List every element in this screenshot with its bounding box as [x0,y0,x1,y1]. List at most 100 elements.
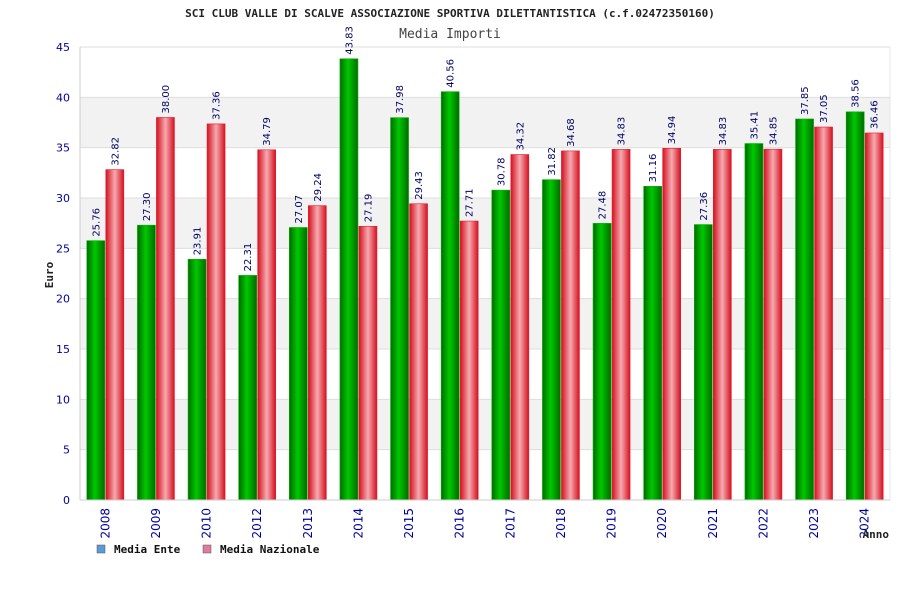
x-tick-label: 2014 [351,508,365,539]
x-tick-label: 2016 [453,508,467,539]
y-tick-label: 35 [56,142,70,155]
x-tick-label: 2022 [756,508,770,539]
x-tick-label: 2017 [503,508,517,539]
value-label: 27.36 [699,192,710,221]
y-tick-label: 40 [56,91,70,104]
bar-media-ente [744,143,764,501]
bar-media-ente [440,91,460,501]
y-tick-label: 10 [56,393,70,406]
bar-media-nazionale [763,148,783,501]
value-label: 38.00 [161,85,172,114]
bar-media-nazionale [257,149,276,501]
value-label: 37.36 [212,91,223,120]
legend-swatch-nazionale [202,544,212,554]
bar-media-ente [86,240,106,501]
bar-media-ente [694,224,713,501]
x-tick-label: 2012 [250,508,264,539]
bar-media-ente [187,259,207,501]
value-label: 31.16 [648,154,659,183]
bar-media-nazionale [713,149,732,501]
legend-label-ente: Media Ente [114,543,181,556]
value-label: 34.68 [566,118,577,147]
bar-media-ente [491,189,511,501]
y-tick-label: 45 [56,41,70,54]
bar-media-nazionale [611,149,631,501]
bar-media-ente [643,186,662,501]
value-label: 23.91 [193,227,204,256]
bar-media-ente [795,118,814,501]
value-label: 31.82 [547,147,558,176]
value-label: 34.32 [515,122,526,151]
bar-media-ente [845,111,865,501]
bar-media-nazionale [358,225,378,501]
value-label: 27.30 [142,193,153,222]
value-label: 34.94 [667,116,678,145]
value-label: 27.48 [598,191,609,220]
x-axis-label: Anno [863,528,890,541]
x-tick-label: 2008 [98,508,112,539]
bar-media-nazionale [864,132,884,501]
x-tick-labels: 2008 2009 2010 2012 2013 2014 2015 2016 2017 2018… [98,508,871,539]
value-label: 27.07 [294,195,305,224]
bar-media-nazionale [510,154,530,501]
value-label: 29.43 [414,171,425,200]
value-label: 34.83 [718,117,729,146]
bar-media-nazionale [409,203,428,501]
bar-media-nazionale [662,147,681,501]
chart-subtitle: Media Importi [399,27,501,42]
y-tick-label: 5 [63,444,70,457]
x-tick-label: 2020 [655,508,669,539]
axes [79,47,891,501]
value-label: 27.19 [363,194,374,223]
bar-media-nazionale [156,117,175,501]
value-label: 34.79 [262,117,273,146]
bar-media-ente [339,58,359,501]
y-axis-label: Euro [43,261,56,288]
value-label: 40.56 [446,59,457,88]
bar-media-nazionale [206,123,226,501]
bar-media-ente [289,227,308,501]
value-label: 27.71 [465,188,476,217]
chart-title: SCI CLUB VALLE DI SCALVE ASSOCIAZIONE SP… [185,7,715,20]
value-label: 32.82 [110,137,121,166]
value-label: 29.24 [313,173,324,202]
bar-media-nazionale [308,205,327,501]
bar-media-nazionale [105,169,125,501]
y-tick-label: 15 [56,343,70,356]
y-tick-label: 0 [63,494,70,507]
x-tick-label: 2015 [402,508,416,539]
value-label: 38.56 [851,79,862,108]
bar-media-nazionale [459,220,479,501]
y-tick-label: 25 [56,242,70,255]
bar-media-ente [390,117,409,501]
bar-media-ente [542,179,561,501]
x-tick-label: 2021 [706,508,720,539]
value-label: 34.85 [768,117,779,146]
legend-swatch-ente [96,544,106,554]
x-tick-label: 2024 [858,508,872,539]
value-label: 35.41 [749,111,760,140]
bars [86,58,884,501]
value-label: 43.83 [344,26,355,55]
value-label: 25.76 [91,208,102,237]
x-tick-label: 2023 [807,508,821,539]
legend-label-nazionale: Media Nazionale [220,543,320,556]
x-tick-label: 2009 [149,508,163,539]
legend: Media Ente Media Nazionale [96,543,320,556]
value-label: 37.05 [819,94,830,123]
value-label: 36.46 [870,100,881,129]
value-label: 37.85 [800,86,811,115]
x-tick-label: 2013 [301,508,315,539]
y-tick-labels: 0 5 10 15 20 25 30 35 40 45 [56,41,70,507]
y-tick-label: 20 [56,293,70,306]
bar-media-nazionale [561,150,580,501]
value-label: 30.78 [496,158,507,187]
x-tick-label: 2010 [200,508,214,539]
bar-media-ente [137,224,156,501]
bar-media-nazionale [814,126,833,501]
value-label: 34.83 [617,117,628,146]
value-labels: 25.76 32.82 27.30 38.00 23.91 37.36 22.31 34.79… [91,26,880,271]
y-tick-label: 30 [56,192,70,205]
value-label: 37.98 [395,85,406,114]
